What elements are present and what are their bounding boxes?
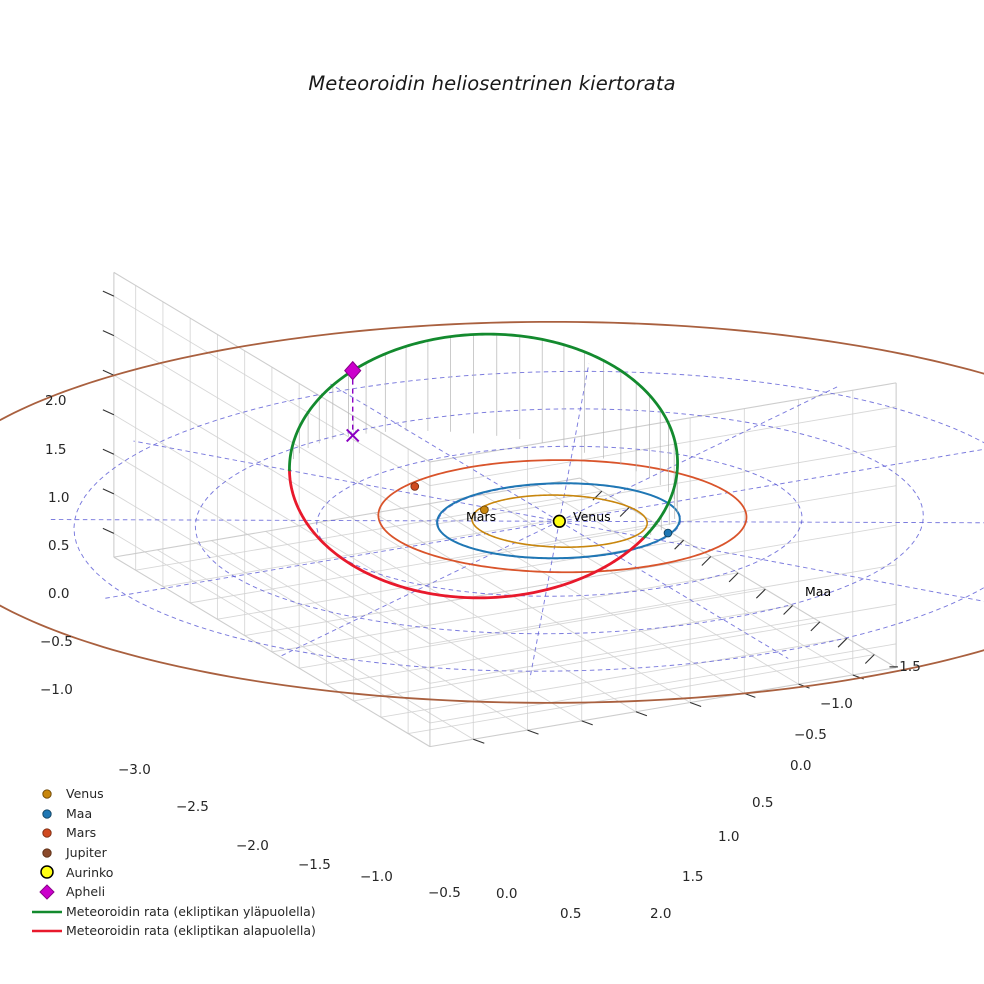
axis-ticks bbox=[102, 290, 875, 744]
legend-item[interactable]: Meteoroidin rata (ekliptikan alapuolella… bbox=[28, 921, 348, 941]
legend-label: Apheli bbox=[66, 884, 106, 900]
legend-item[interactable]: Jupiter bbox=[28, 843, 348, 863]
maa-label: Maa bbox=[805, 584, 832, 599]
legend-key-meteoroidin bbox=[28, 902, 66, 922]
planet-orbits bbox=[0, 320, 984, 704]
meteoroid-below-ecliptic bbox=[612, 537, 645, 563]
x-axis-tick-label: −2.5 bbox=[176, 799, 209, 815]
legend-label: Mars bbox=[66, 825, 97, 841]
meteoroid-above-ecliptic bbox=[288, 332, 679, 541]
mars-label: Mars bbox=[466, 509, 497, 524]
x-axis-tick-label: −1.5 bbox=[298, 857, 331, 873]
x-axis-tick-label: −1.0 bbox=[360, 869, 393, 885]
x-axis-tick-label: −0.5 bbox=[428, 885, 461, 901]
legend-label: Venus bbox=[66, 786, 104, 802]
stem-lines bbox=[289, 334, 678, 536]
venus-label: Venus bbox=[573, 509, 611, 524]
y-axis-tick-label: 1.0 bbox=[718, 829, 740, 845]
legend-item[interactable]: Venus bbox=[28, 784, 348, 804]
x-axis-tick-label: 2.0 bbox=[650, 906, 672, 922]
y-axis-tick-label: 0.5 bbox=[752, 795, 774, 811]
legend-item[interactable]: Meteoroidin rata (ekliptikan yläpuolella… bbox=[28, 902, 348, 922]
x-axis-tick-label: 0.0 bbox=[496, 886, 518, 902]
legend-key-venus bbox=[28, 784, 66, 804]
y-axis-tick-label: 1.5 bbox=[682, 869, 704, 885]
x-axis-tick-label: −3.0 bbox=[118, 762, 151, 778]
venus-marker bbox=[480, 505, 489, 515]
axes-panes bbox=[113, 271, 897, 748]
y-axis-tick-label: −1.5 bbox=[888, 659, 921, 675]
meteoroid-below-ecliptic bbox=[288, 468, 616, 600]
z-axis-tick-label: 1.5 bbox=[45, 442, 67, 458]
z-axis-tick-label: −1.0 bbox=[40, 682, 73, 698]
legend-key-jupiter bbox=[28, 843, 66, 863]
z-axis-tick-label: 2.0 bbox=[45, 393, 67, 409]
aphelion-group bbox=[344, 360, 362, 443]
legend-label: Meteoroidin rata (ekliptikan alapuolella… bbox=[66, 923, 316, 939]
legend-key-meteoroidin bbox=[28, 921, 66, 941]
meteoroid-orbit bbox=[288, 332, 679, 600]
maa-orbit bbox=[436, 482, 681, 560]
y-axis-tick-label: 0.0 bbox=[790, 758, 812, 774]
legend-label: Jupiter bbox=[66, 845, 107, 861]
legend-item[interactable]: Maa bbox=[28, 804, 348, 824]
body-markers bbox=[410, 482, 673, 538]
legend-item[interactable]: Apheli bbox=[28, 882, 348, 902]
y-axis-tick-label: −0.5 bbox=[794, 727, 827, 743]
z-axis-tick-label: −0.5 bbox=[40, 634, 73, 650]
venus-orbit bbox=[471, 494, 648, 548]
legend-key-maa bbox=[28, 804, 66, 824]
y-axis-tick-label: −1.0 bbox=[820, 696, 853, 712]
z-axis-tick-label: 0.0 bbox=[48, 586, 70, 602]
aphelion-diamond-marker bbox=[344, 360, 362, 381]
legend-key-aurinko bbox=[28, 862, 66, 882]
z-axis-tick-label: 1.0 bbox=[48, 490, 70, 506]
legend-label: Aurinko bbox=[66, 864, 114, 880]
x-axis-tick-label: 0.5 bbox=[560, 906, 582, 922]
legend-key-mars bbox=[28, 823, 66, 843]
z-axis-tick-label: 0.5 bbox=[48, 538, 70, 554]
jupiter-orbit bbox=[0, 320, 984, 704]
legend-item[interactable]: Aurinko bbox=[28, 862, 348, 882]
aurinko-marker bbox=[552, 514, 566, 528]
maa-marker bbox=[663, 528, 673, 538]
legend: Venus Maa Mars Jupiter Aurinko Apheli Meteoroi… bbox=[28, 784, 348, 941]
aphelion-projection-x-marker bbox=[346, 428, 360, 443]
legend-label: Maa bbox=[66, 805, 93, 821]
mars-marker bbox=[410, 482, 420, 491]
mars-orbit bbox=[377, 459, 748, 574]
legend-key-apheli bbox=[28, 882, 66, 902]
legend-item[interactable]: Mars bbox=[28, 823, 348, 843]
x-axis-tick-label: −2.0 bbox=[236, 838, 269, 854]
legend-label: Meteoroidin rata (ekliptikan yläpuolella… bbox=[66, 903, 316, 919]
page-title: Meteoroidin heliosentrinen kiertorata bbox=[308, 72, 676, 95]
